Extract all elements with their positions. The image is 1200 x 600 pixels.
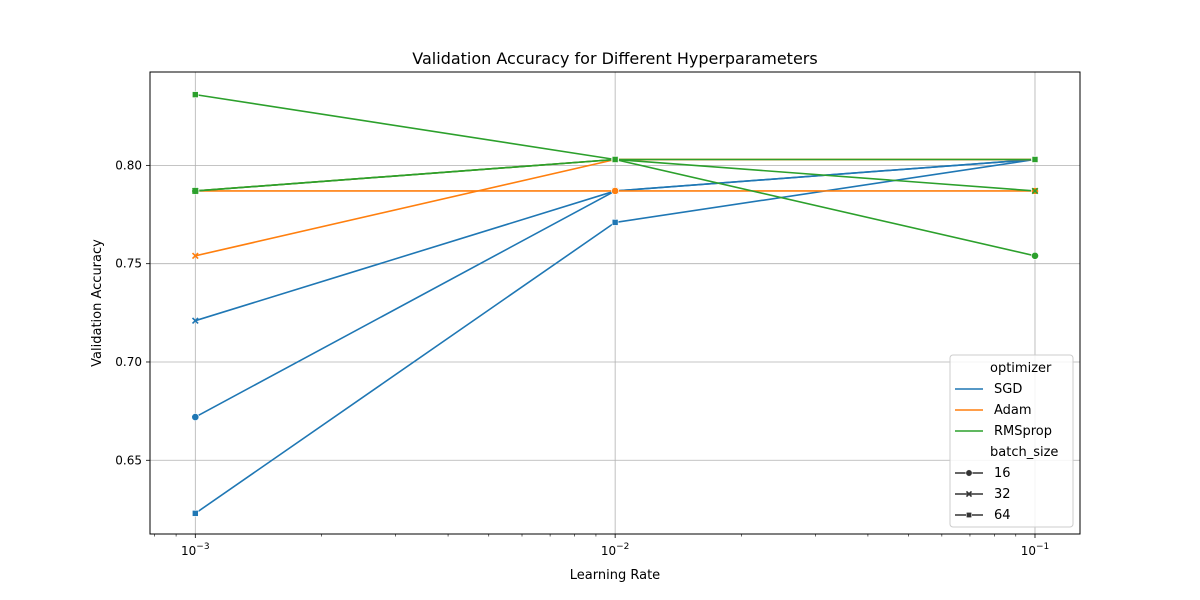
grid-lines	[150, 72, 1080, 534]
data-point-rmsprop-64	[192, 91, 199, 98]
x-tick-label: 10−2	[601, 542, 630, 558]
data-point-adam-16	[611, 187, 620, 195]
legend-marker	[965, 511, 972, 518]
legend-entry: SGD	[994, 382, 1022, 397]
legend-marker	[965, 490, 973, 498]
data-point-rmsprop-32	[191, 187, 199, 195]
legend-title-optimizer: optimizer	[990, 361, 1052, 376]
data-point-sgd-32	[191, 317, 199, 325]
data-point-rmsprop-64	[611, 156, 619, 163]
y-axis-label: Validation Accuracy	[90, 239, 105, 367]
x-tick-label: 10−3	[181, 542, 210, 558]
x-tick-label: 10−1	[1021, 542, 1050, 558]
legend-title-batch-size: batch_size	[990, 445, 1058, 460]
legend: optimizer SGD Adam RMSprop batch_size 16 32 64	[949, 354, 1074, 528]
axes: 0.65 0.70 0.75 0.80 10−3 10−2 10−1	[115, 158, 1049, 558]
x-axis-label: Learning Rate	[570, 568, 660, 583]
legend-entry: Adam	[994, 403, 1032, 418]
data-point-sgd-64	[611, 219, 619, 226]
y-tick-label: 0.70	[115, 355, 142, 369]
legend-entry: 32	[994, 487, 1011, 502]
data-point-sgd-16	[191, 413, 200, 421]
data-point-rmsprop-32	[1031, 187, 1039, 195]
data-point-sgd-64	[192, 510, 199, 517]
y-tick-label: 0.75	[115, 257, 142, 271]
legend-entry: 16	[994, 466, 1011, 481]
legend-entry: RMSprop	[994, 424, 1052, 439]
legend-entry: 64	[994, 508, 1011, 523]
y-tick-label: 0.80	[115, 158, 142, 172]
legend-box	[949, 354, 1074, 528]
legend-marker	[965, 469, 973, 477]
chart-title: Validation Accuracy for Different Hyperp…	[412, 49, 817, 68]
plot-series	[191, 91, 1039, 517]
y-tick-label: 0.65	[115, 453, 142, 467]
data-point-adam-32	[191, 252, 199, 260]
data-point-rmsprop-64	[1031, 156, 1039, 163]
data-point-rmsprop-16	[1031, 251, 1039, 260]
